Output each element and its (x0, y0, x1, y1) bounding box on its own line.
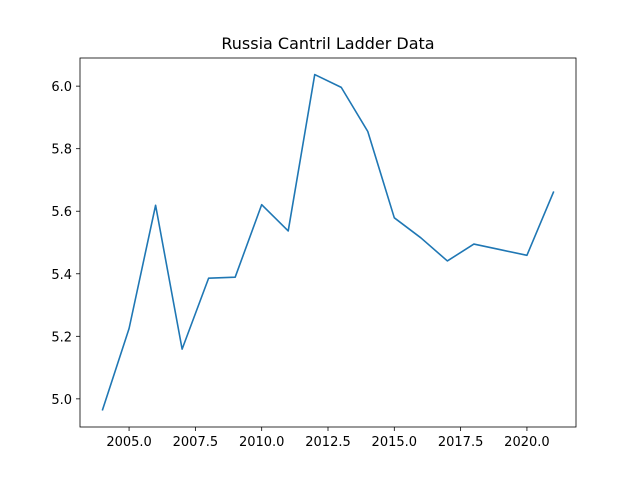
y-tick-label: 5.6 (51, 205, 72, 220)
x-tick-label: 2015.0 (372, 435, 418, 450)
x-tick-label: 2017.5 (438, 435, 484, 450)
x-tick-label: 2010.0 (239, 435, 285, 450)
chart-title: Russia Cantril Ladder Data (221, 34, 434, 53)
y-tick-label: 5.8 (51, 143, 72, 158)
y-tick-label: 5.2 (51, 330, 72, 345)
series-line (101, 73, 555, 411)
x-tick-label: 2007.5 (173, 435, 219, 450)
x-tick-label: 2012.5 (305, 435, 351, 450)
y-tick-label: 6.0 (51, 80, 72, 95)
y-tick-label: 5.4 (51, 268, 72, 283)
x-tick-label: 2020.0 (504, 435, 550, 450)
x-tick-label: 2005.0 (106, 435, 152, 450)
y-tick-label: 5.0 (51, 393, 72, 408)
axes: 2005.0 2007.5 2010.0 2012.5 2015.0 2017.5 2020… (51, 57, 577, 450)
